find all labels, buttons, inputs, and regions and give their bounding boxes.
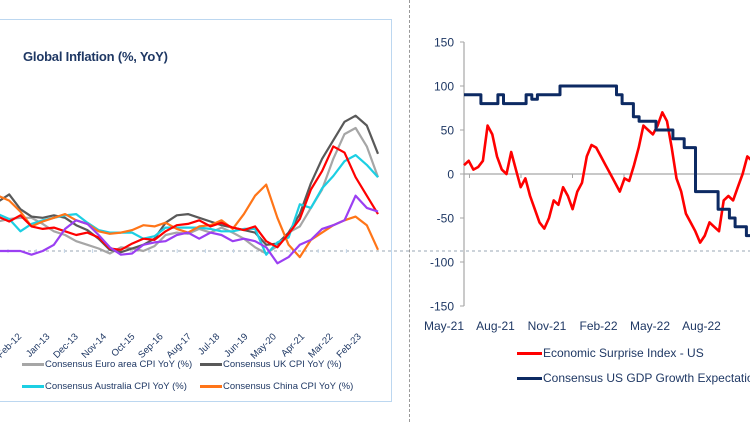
x-tick-label: Aug-17 xyxy=(164,331,193,360)
y-tick-label: -100 xyxy=(430,256,454,270)
x-tick-label: May-22 xyxy=(630,319,670,333)
legend-item-gdp-expectations: Consensus US GDP Growth Expectatio xyxy=(517,371,750,385)
legend-item-uk: Consensus UK CPI YoY (%) xyxy=(200,359,342,370)
x-tick-label: Aug-21 xyxy=(476,319,515,333)
x-tick-label: Oct-15 xyxy=(109,331,137,359)
legend-swatch-australia xyxy=(22,385,44,388)
legend-label-china: Consensus China CPI YoY (%) xyxy=(223,381,354,392)
x-tick-label: Jun-19 xyxy=(222,331,250,359)
x-tick-label: Feb-12 xyxy=(0,331,24,360)
legend-item-euro: Consensus Euro area CPI YoY (%) xyxy=(22,359,192,370)
x-tick-label: Aug-22 xyxy=(682,319,721,333)
legend-swatch-surprise-index xyxy=(517,351,542,355)
legend-item-china: Consensus China CPI YoY (%) xyxy=(200,381,353,392)
series-line-consensus-china-cpi-yoy xyxy=(0,183,380,259)
legend-swatch-gdp-expectations xyxy=(517,376,542,380)
x-tick-label: Sep-16 xyxy=(136,331,165,360)
series-line-economic-surprise-index-us xyxy=(463,111,750,244)
x-tick-label: Feb-23 xyxy=(335,331,364,360)
x-tick-label: Mar-22 xyxy=(306,331,335,360)
legend-label-surprise-index: Economic Surprise Index - US xyxy=(543,346,704,360)
legend-label-gdp-expectations: Consensus US GDP Growth Expectatio xyxy=(543,371,750,385)
legend-label-uk: Consensus UK CPI YoY (%) xyxy=(223,359,342,370)
x-tick-label: May-21 xyxy=(424,319,464,333)
legend-swatch-uk xyxy=(200,363,222,366)
legend-label-euro: Consensus Euro area CPI YoY (%) xyxy=(45,359,193,370)
panel-divider xyxy=(409,0,410,422)
x-tick-label: Apr-21 xyxy=(279,331,307,359)
series-line-economic-surprise-index-us-unlabeled-red xyxy=(0,145,379,251)
y-tick-label: -50 xyxy=(437,212,455,226)
legend-swatch-china xyxy=(200,385,222,388)
x-tick-label: Nov-14 xyxy=(80,331,109,360)
x-tick-label: Jan-13 xyxy=(24,331,52,359)
x-tick-label: Feb-22 xyxy=(579,319,617,333)
y-tick-label: 50 xyxy=(441,124,455,138)
series-line-consensus-us-gdp-growth-expectations xyxy=(464,84,750,238)
global-inflation-chart-panel: Global Inflation (%, YoY) xyxy=(0,19,392,402)
chart-title: Global Inflation (%, YoY) xyxy=(23,49,168,64)
y-tick-label: 100 xyxy=(434,80,454,94)
series-line-unlabeled-purple-series xyxy=(0,194,379,265)
legend-item-surprise-index: Economic Surprise Index - US xyxy=(517,346,704,360)
legend-label-australia: Consensus Australia CPI YoY (%) xyxy=(45,381,187,392)
legend-swatch-euro xyxy=(22,363,44,366)
x-tick-label: May-20 xyxy=(249,331,279,361)
x-tick-label: Dec-13 xyxy=(51,331,80,360)
y-tick-label: 0 xyxy=(447,168,454,182)
x-tick-label: Jul-18 xyxy=(196,331,222,357)
y-tick-label: -150 xyxy=(430,300,454,314)
legend-item-australia: Consensus Australia CPI YoY (%) xyxy=(22,381,187,392)
y-tick-label: 150 xyxy=(434,36,454,50)
x-tick-label: Nov-21 xyxy=(528,319,567,333)
